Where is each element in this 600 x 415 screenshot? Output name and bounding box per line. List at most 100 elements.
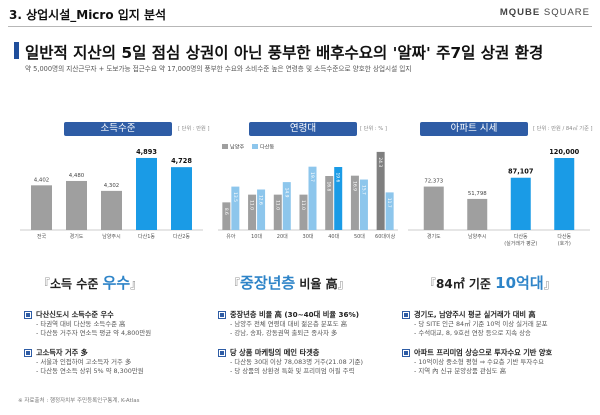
bar bbox=[231, 186, 240, 230]
category-label: 40대 bbox=[328, 233, 339, 240]
bar bbox=[385, 192, 394, 230]
age-bar-chart: 남양주 다산동8.613.5유아11.012.610대11.014.920대11.… bbox=[218, 143, 398, 240]
panel-title-income: 소득수준 bbox=[64, 122, 172, 136]
bullet-sub-text: 타권역 대비 다산동 소득수준 高 bbox=[40, 320, 126, 328]
bar-value-label: 24.3 bbox=[377, 157, 383, 167]
bar-value-label: 11.7 bbox=[386, 198, 392, 208]
bullet-sub-item: - 당 SITE 인근 84㎡ 기준 10억 이상 실거래 분포 bbox=[414, 320, 548, 328]
bar bbox=[423, 186, 444, 230]
unit-note-age: [ 단위 : % ] bbox=[360, 126, 387, 132]
bullet-sub-text: 다산동 30대 이상 78,083명 거주(21.08 기준) bbox=[234, 358, 363, 366]
bar-value-label: 11.0 bbox=[249, 200, 255, 210]
bullet-heading-text: 다산신도시 소득수준 우수 bbox=[36, 310, 114, 319]
category-label: 60대이상 bbox=[375, 233, 396, 240]
bar-value-label: 4,893 bbox=[136, 148, 157, 156]
summary-title-age: 『중장년층 비율 高』 bbox=[228, 272, 350, 293]
category-label: 10대 bbox=[251, 233, 262, 240]
bullet-sub-item: - 강남, 송파, 강동권역 출퇴근 종사자 多 bbox=[230, 329, 338, 337]
bar-value-label: 12.6 bbox=[258, 195, 264, 205]
bar-value-label: 4,480 bbox=[69, 173, 85, 179]
checkbox-icon bbox=[218, 311, 226, 319]
bar-value-label: 87,107 bbox=[508, 168, 534, 176]
bar-value-label: 72,373 bbox=[424, 179, 443, 185]
legend-label: 남양주 bbox=[230, 143, 245, 151]
bullet-heading-text: 고소득자 거주 多 bbox=[36, 348, 88, 357]
category-label: 다산2동 bbox=[173, 233, 190, 240]
category-label: 전국 bbox=[37, 233, 47, 240]
bullet-sub-text: 수석대교, 8, 9호선 연장 등으로 지속 상승 bbox=[418, 329, 531, 337]
bar-value-label: 15.7 bbox=[360, 185, 366, 195]
bar bbox=[350, 175, 359, 230]
bar bbox=[66, 180, 87, 230]
category-label: 20대 bbox=[277, 233, 288, 240]
bullet-sub-item: - 서울과 인접하여 고소득자 거주 多 bbox=[36, 358, 132, 366]
bullet-heading: 당 상품 마케팅의 메인 타겟층 bbox=[218, 348, 413, 358]
summary-title-accent: 우수 bbox=[102, 274, 131, 292]
category-label: 다산1동 bbox=[138, 233, 155, 240]
category-label: 30대 bbox=[303, 233, 314, 240]
checkbox-icon bbox=[24, 349, 32, 357]
checkbox-icon bbox=[402, 311, 410, 319]
bar bbox=[359, 179, 368, 230]
category-label: 유아 bbox=[226, 233, 236, 240]
summary-title-accent: 10억대 bbox=[495, 274, 544, 292]
bar-value-label: 11.0 bbox=[274, 200, 280, 210]
income-bar-chart: 4,402 전국 4,480 경기도 4,302 남양주시 4,893 다산1동 4,728 다산… bbox=[20, 148, 203, 240]
checkbox-icon bbox=[24, 311, 32, 319]
summary-list-income: 다산신도시 소득수준 우수 - 타권역 대비 다산동 소득수준 高 - 다산동 … bbox=[24, 308, 219, 376]
bullet-heading: 경기도, 남양주시 평균 실거래가 대비 高 bbox=[402, 310, 597, 320]
bullet-sub-text: 남양주 전체 연령대 대비 젊은층 분포도 高 bbox=[234, 320, 347, 328]
bar-value-label: 19.7 bbox=[309, 172, 315, 182]
bar bbox=[222, 202, 231, 230]
title-divider bbox=[8, 26, 592, 27]
quote-close: 』 bbox=[337, 277, 350, 291]
bar-value-label: 51,798 bbox=[468, 191, 487, 197]
bar bbox=[376, 151, 385, 230]
bullet-heading: 고소득자 거주 多 bbox=[24, 348, 219, 358]
bar bbox=[101, 190, 122, 230]
headline-marker bbox=[14, 42, 19, 59]
bar bbox=[282, 182, 291, 230]
bar-value-label: 8.6 bbox=[223, 208, 229, 215]
bar bbox=[325, 176, 334, 230]
bar-value-label: 120,000 bbox=[549, 148, 579, 156]
category-label: 경기도 bbox=[70, 233, 84, 240]
source-footnote: ※ 자료출처 : 행정자치부 주민등록인구통계, K-Atlas bbox=[18, 398, 140, 404]
category-label: 경기도 bbox=[427, 233, 441, 240]
panel-title-age: 연령대 bbox=[249, 122, 357, 136]
bar bbox=[171, 167, 192, 230]
bar bbox=[31, 185, 52, 230]
bar-value-label: 4,402 bbox=[34, 177, 49, 183]
bar bbox=[299, 194, 308, 230]
bullet-sub-item: - 다산동 30대 이상 78,083명 거주(21.08 기준) bbox=[230, 358, 363, 366]
bullet-sub-item: - 10억이상 중소형 평형 ⇒ 수요층 기반 투자수요 bbox=[414, 358, 544, 366]
brand-left: MQUBE bbox=[499, 7, 541, 18]
bullet-sub-text: 강남, 송파, 강동권역 출퇴근 종사자 多 bbox=[234, 329, 338, 337]
category-label: (호가) bbox=[558, 240, 571, 247]
bar-value-label: 4,728 bbox=[171, 157, 192, 165]
page-title: 3. 상업시설_Micro 입지 분석 bbox=[9, 8, 167, 22]
category-label: 다산동 bbox=[557, 233, 571, 240]
checkbox-icon bbox=[402, 349, 410, 357]
summary-title-post: 비율 高 bbox=[295, 277, 338, 291]
summary-title-text: 84㎡ 기준 bbox=[436, 277, 496, 291]
panel-title-apt: 아파트 시세 bbox=[420, 122, 528, 136]
summary-list-apt: 경기도, 남양주시 평균 실거래가 대비 高 - 당 SITE 인근 84㎡ 기… bbox=[402, 308, 597, 376]
category-label: 남양주시 bbox=[468, 233, 486, 240]
bullet-sub-text: 다산동 연소득 상위 5% 약 8,300만원 bbox=[40, 367, 144, 375]
quote-open: 『 bbox=[424, 277, 437, 291]
legend-swatch-dasan bbox=[252, 144, 258, 149]
subheadline: 약 5,000명의 지산근무자 + 도보가능 접근수요 약 17,000명의 풍… bbox=[25, 65, 412, 73]
summary-title-apt: 『84㎡ 기준 10억대』 bbox=[424, 272, 556, 293]
summary-title-accent: 중장년층 bbox=[240, 274, 296, 292]
bullet-sub-item: - 다산동 거주자 연소득 평균 약 4,800만원 bbox=[36, 329, 152, 337]
bar-value-label: 19.6 bbox=[335, 173, 341, 183]
unit-note-apt: [ 단위 : 만원 / 84㎡ 기준 ] bbox=[533, 126, 593, 132]
legend-label: 다산동 bbox=[260, 143, 275, 151]
bullet-heading: 중장년층 비율 高 (30~40대 비율 36%) bbox=[218, 310, 413, 320]
bar-value-label: 13.5 bbox=[232, 192, 238, 202]
bullet-sub-text: 당 상품의 상환경 특화 및 프리미엄 어필 주력 bbox=[234, 367, 355, 375]
bullet-heading-text: 아파트 프리미엄 상승으로 투자수요 기반 양호 bbox=[414, 348, 553, 357]
category-label: 다산동 bbox=[514, 233, 528, 240]
bullet-sub-text: 당 SITE 인근 84㎡ 기준 10억 이상 실거래 분포 bbox=[418, 320, 548, 328]
